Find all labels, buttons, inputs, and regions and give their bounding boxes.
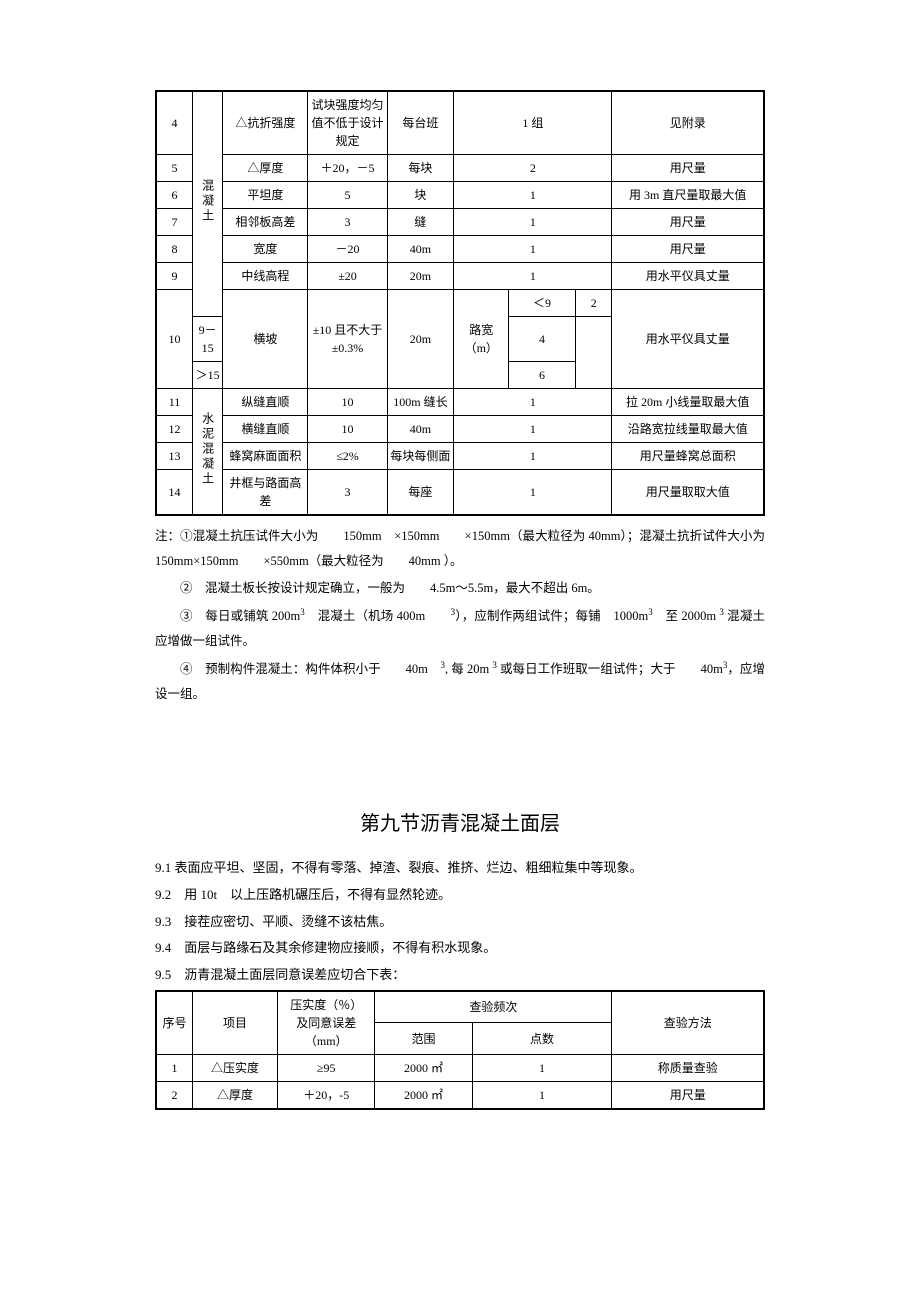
para-9-2: 9.2 用 10t 以上压路机碾压后，不得有显然轮迹。 (155, 883, 765, 908)
th-item: 项目 (192, 991, 277, 1055)
para-9-5: 9.5 沥青混凝土面层同意误差应切合下表： (155, 963, 765, 988)
item-cell: △抗折强度 (223, 91, 308, 155)
note-2: ② 混凝土板长按设计规定确立，一般为 4.5m～5.5m，最大不超出 6m。 (155, 576, 765, 601)
tol-cell: 试块强度均匀值不低于设计规定 (308, 91, 387, 155)
category-cell: 水泥混凝土 (192, 389, 222, 516)
th-tol: 压实度（％） 及同意误差（mm） (278, 991, 375, 1055)
th-count: 点数 (472, 1023, 612, 1054)
para-9-4: 9.4 面层与路缘石及其余修建物应接顺，不得有积水现象。 (155, 936, 765, 961)
tolerance-table-1: 4 混凝土 △抗折强度 试块强度均匀值不低于设计规定 每台班 1 组 见附录 5… (155, 90, 765, 516)
para-9-1: 9.1 表面应平坦、坚固，不得有零落、掉渣、裂痕、推挤、烂边、粗细粒集中等现象。 (155, 856, 765, 881)
method-cell: 见附录 (612, 91, 764, 155)
th-scope: 范围 (375, 1023, 472, 1054)
th-seq: 序号 (156, 991, 192, 1055)
scope-cell: 每台班 (387, 91, 454, 155)
note-4: ④ 预制构件混凝土：构件体积小于 40m 3, 每 20m 3 或每日工作班取一… (155, 656, 765, 707)
tolerance-table-2: 序号 项目 压实度（％） 及同意误差（mm） 查验频次 查验方法 范围 点数 1… (155, 990, 765, 1110)
note-1: 注：①混凝土抗压试件大小为 150mm ×150mm ×150mm（最大粒径为 … (155, 524, 765, 574)
para-9-3: 9.3 接茬应密切、平顺、烫缝不该枯焦。 (155, 910, 765, 935)
section-title: 第九节沥青混凝土面层 (155, 807, 765, 836)
th-freq: 查验频次 (375, 991, 612, 1023)
count-cell: 1 组 (454, 91, 612, 155)
category-cell: 混凝土 (192, 91, 222, 317)
row-num: 4 (156, 91, 192, 155)
table-notes: 注：①混凝土抗压试件大小为 150mm ×150mm ×150mm（最大粒径为 … (155, 524, 765, 707)
note-3: ③ 每日或铺筑 200m3 混凝土（机场 400m 3），应制作两组试件；每铺 … (155, 603, 765, 654)
th-method: 查验方法 (612, 991, 764, 1055)
